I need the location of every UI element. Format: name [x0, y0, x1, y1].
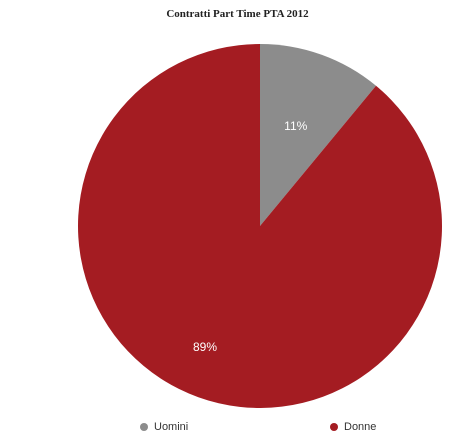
chart-title: Contratti Part Time PTA 2012	[166, 8, 309, 20]
legend-label-uomini: Uomini	[154, 421, 189, 433]
legend-item-uomini: Uomini	[140, 421, 188, 433]
legend-item-donne: Donne	[330, 421, 376, 433]
legend-label-donne: Donne	[344, 421, 377, 433]
legend: Uomini Donne	[0, 421, 475, 439]
data-label-donne: 89%	[193, 340, 217, 354]
pie-slice-donne	[77, 44, 443, 408]
data-label-uomini: 11%	[284, 119, 307, 133]
legend-swatch-donne	[330, 423, 338, 431]
legend-swatch-uomini	[140, 423, 148, 431]
pie-slice-uomini	[260, 44, 377, 226]
